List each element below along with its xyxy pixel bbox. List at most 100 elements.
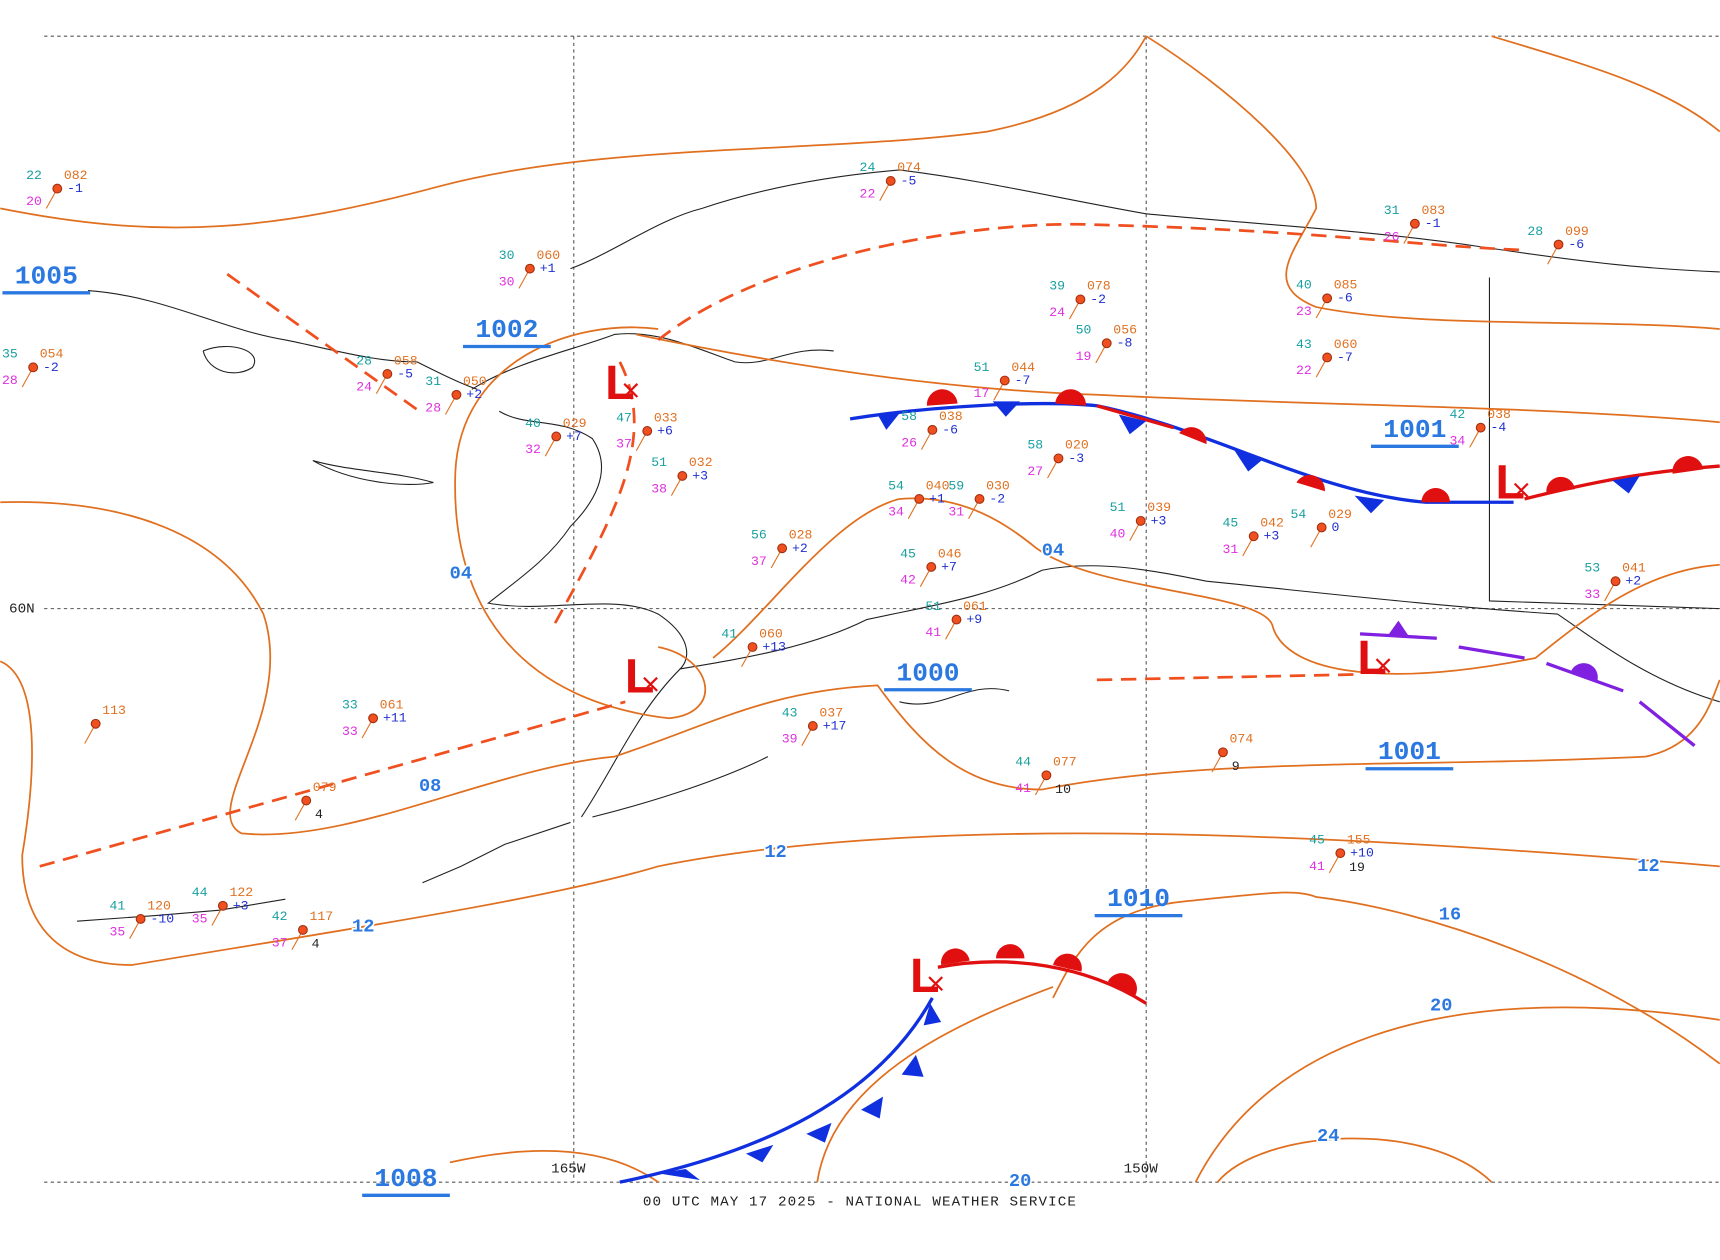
warm-front: [937, 960, 1148, 1005]
front-segment: [1096, 404, 1175, 430]
station-lower-value: 4: [315, 807, 323, 822]
station-pressure: 061: [963, 599, 987, 614]
station-plot: 43 060 22 -7: [1296, 337, 1357, 378]
front-symbol: [995, 944, 1025, 959]
station-marker: [1316, 522, 1327, 533]
station-tendency: +1: [540, 261, 556, 276]
station-pressure: 060: [759, 626, 783, 641]
front-symbol: [877, 413, 900, 430]
station-dewpoint: 22: [860, 187, 876, 202]
station-plot: 50 056 19 -8: [1076, 323, 1137, 364]
station-marker: [807, 721, 818, 731]
station-temperature: 42: [272, 909, 288, 924]
front-symbol: [1296, 475, 1325, 492]
station-temperature: 40: [1296, 278, 1312, 293]
station-marker: [1335, 848, 1346, 859]
station-temperature: 43: [782, 705, 798, 720]
station-lower-value: 9: [1232, 759, 1240, 774]
station-tendency: -8: [1117, 336, 1133, 351]
cold-symbols: [658, 401, 1640, 1180]
coast-aleutians: [76, 668, 1010, 922]
trough: [39, 700, 626, 868]
isobar: [1145, 35, 1720, 330]
station-marker: [1053, 453, 1064, 464]
front-symbol: [923, 1003, 942, 1026]
station-temperature: 56: [751, 528, 767, 543]
station-tendency: -4: [1491, 420, 1507, 435]
station-marker: [927, 424, 938, 435]
station-marker: [1475, 422, 1486, 433]
station-tendency: +7: [566, 429, 582, 444]
pressure-center-label: 1008: [374, 1164, 437, 1194]
front-symbol: [901, 1054, 924, 1077]
station-tendency: +2: [792, 541, 808, 556]
station-dewpoint: 35: [109, 925, 125, 940]
front-symbol: [745, 1144, 774, 1163]
station-temperature: 54: [1291, 507, 1307, 522]
station-pressure: 030: [986, 478, 1010, 493]
station-dewpoint: 40: [1110, 527, 1126, 542]
station-pressure: 042: [1260, 516, 1284, 531]
station-tendency: +2: [466, 387, 482, 402]
station-pressure: 083: [1421, 203, 1445, 218]
isobar: [1216, 1137, 1493, 1183]
station-marker: [90, 718, 101, 729]
station-temperature: 30: [499, 248, 515, 263]
station-plot: 24 074 22 -5: [860, 160, 921, 201]
station-pressure: 029: [563, 416, 587, 431]
front-symbol: [1612, 475, 1640, 494]
low-center: [1513, 482, 1529, 498]
station-pressure: 060: [1334, 337, 1358, 352]
station-marker: [1218, 747, 1228, 758]
station-dewpoint: 26: [901, 435, 917, 450]
station-pressure: 046: [938, 546, 962, 561]
station-dewpoint: 35: [192, 911, 208, 926]
station-tendency: -10: [150, 911, 174, 926]
station-temperature: 31: [425, 374, 441, 389]
trough: [1096, 673, 1361, 682]
station-tendency: +2: [1625, 574, 1641, 589]
front-symbol: [1387, 620, 1410, 638]
low-center: [643, 676, 658, 692]
front-symbol: [1570, 663, 1598, 683]
front-symbol: [926, 389, 958, 406]
station-marker: [28, 362, 39, 373]
station-lower-value: 4: [312, 937, 320, 952]
station-temperature: 35: [2, 347, 18, 362]
station-plot: 31 083 26 -1: [1384, 203, 1445, 244]
station-marker: [974, 494, 985, 504]
station-plot: 35 054 28 -2: [2, 347, 63, 388]
low-symbol: L: [910, 949, 939, 1003]
station-temperature: 24: [860, 160, 876, 175]
station-tendency: +9: [966, 612, 982, 627]
station-tendency: +3: [1264, 529, 1280, 544]
station-pressure: 041: [1622, 561, 1646, 576]
station-tendency: +10: [1350, 846, 1374, 861]
station-tendency: 0: [1332, 520, 1340, 535]
station-marker: [747, 642, 758, 652]
front-symbol: [861, 1096, 884, 1119]
station-tendency: +6: [657, 423, 673, 438]
station-pressure: 077: [1053, 755, 1077, 770]
station-temperature: 45: [1223, 516, 1239, 531]
station-temperature: 43: [1296, 337, 1312, 352]
station-plot: 30 060 30 +1: [499, 248, 560, 289]
station-pressure: 061: [380, 698, 404, 713]
station-plot: 51 032 38 +3: [651, 455, 712, 496]
station-dewpoint: 24: [1049, 305, 1065, 320]
station-marker: [1322, 293, 1333, 304]
station-plot: 31 050 28 +2: [425, 374, 486, 415]
station-pressure: 074: [897, 160, 921, 175]
station-tendency: -1: [67, 181, 83, 196]
station-marker: [1075, 294, 1086, 305]
station-dewpoint: 22: [1296, 363, 1312, 378]
station-pressure: 028: [789, 528, 813, 543]
station-dewpoint: 31: [1223, 542, 1239, 557]
station-plot: 56 028 37 +2: [751, 528, 812, 569]
station-tendency: -2: [989, 491, 1005, 506]
isobar-label: 04: [1042, 539, 1064, 561]
station-temperature: 40: [525, 416, 541, 431]
station-temperature: 51: [651, 455, 667, 470]
isobar: [712, 497, 1720, 675]
